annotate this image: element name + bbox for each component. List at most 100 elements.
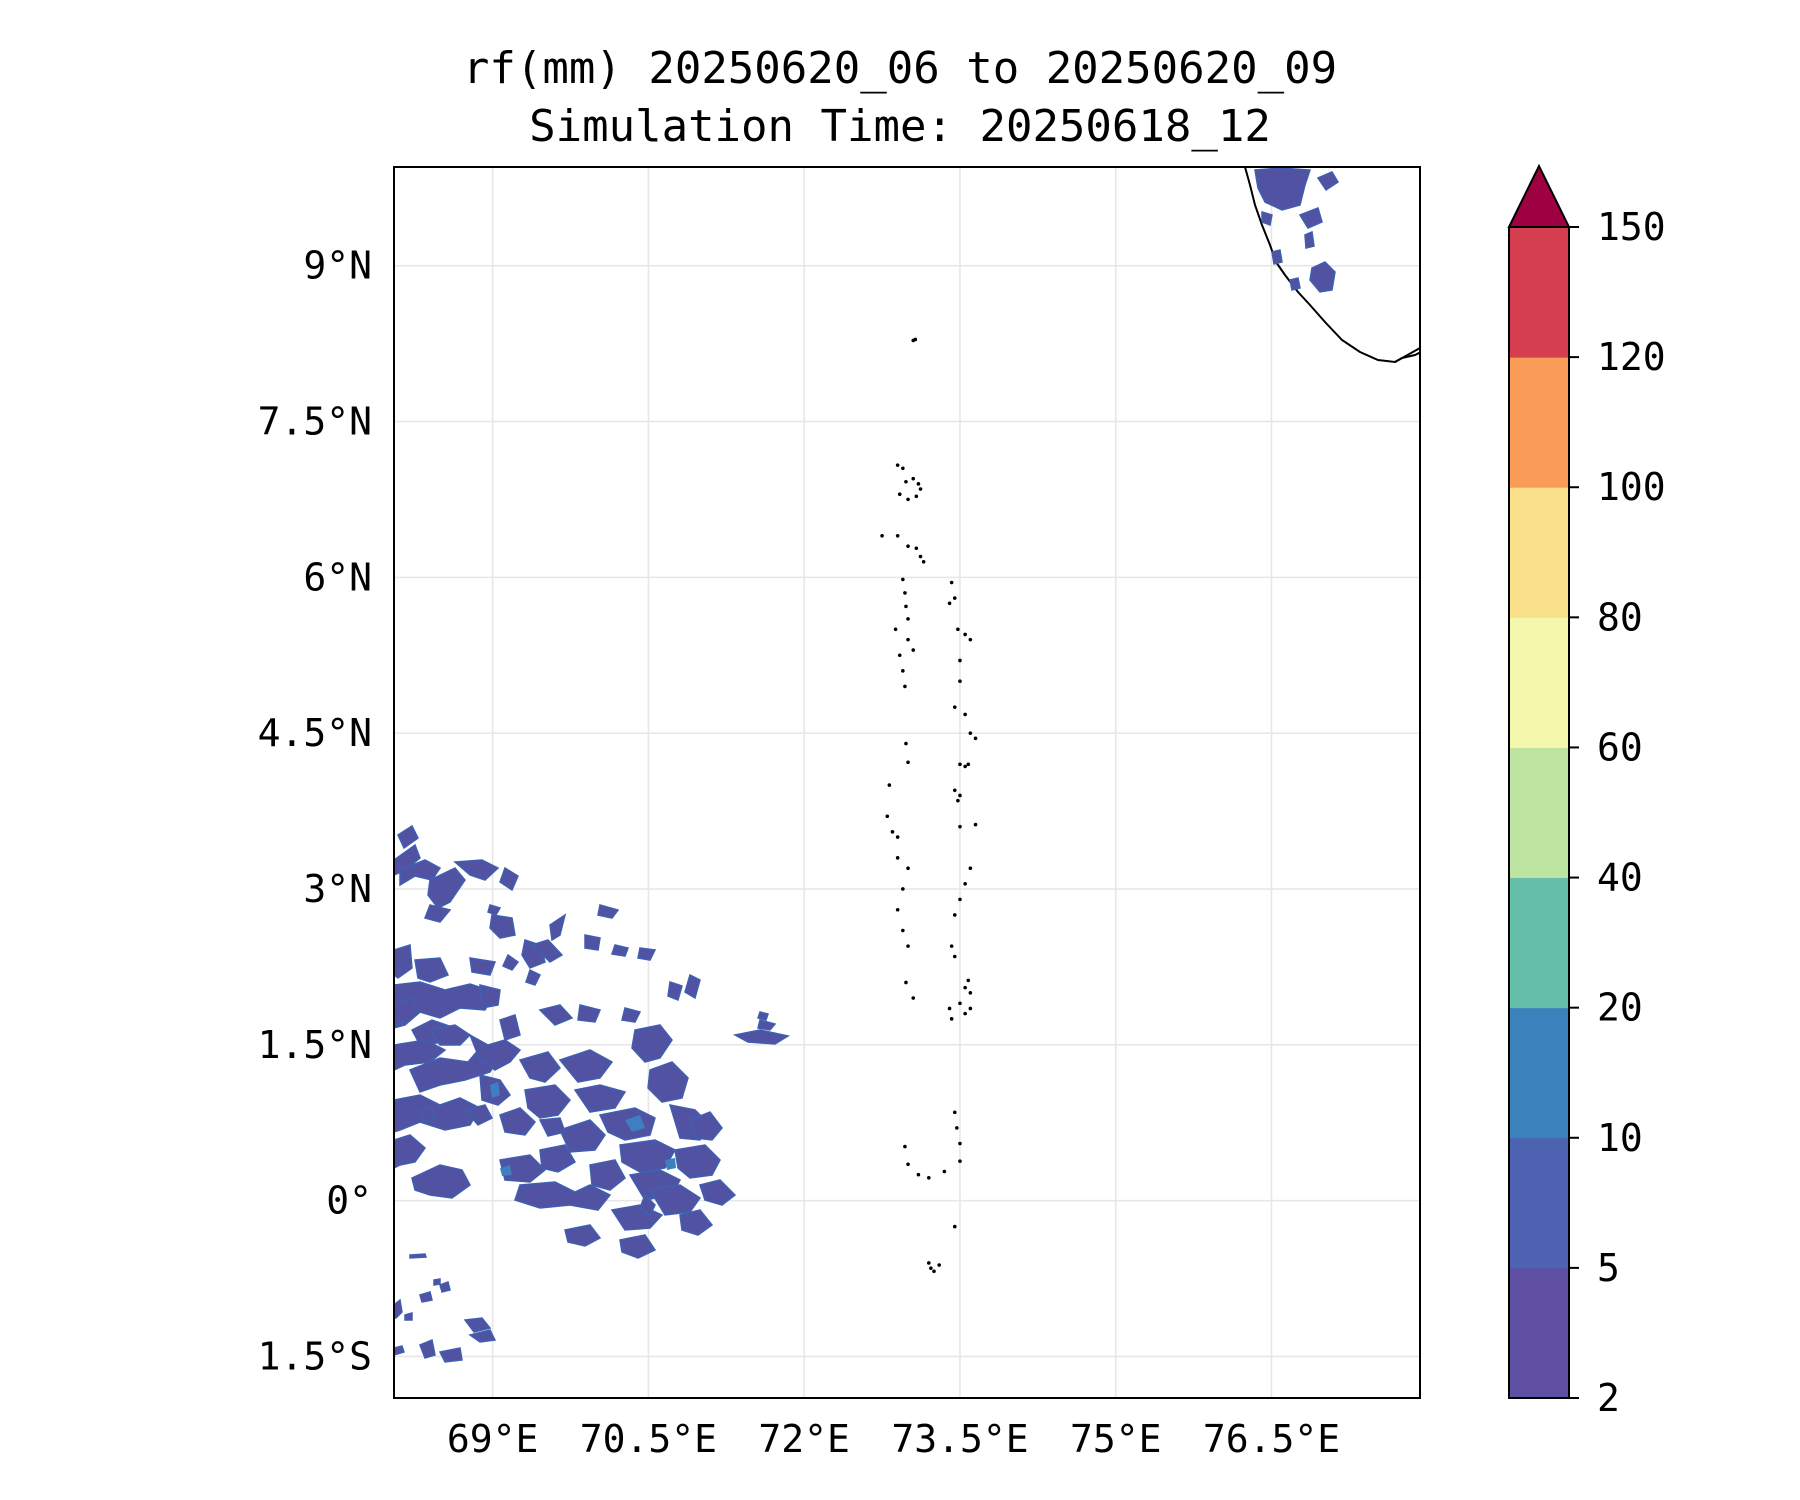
rain-patch — [419, 1291, 433, 1303]
island-dot — [895, 533, 900, 538]
rain-patch — [463, 1317, 492, 1333]
colorbar: 2 5 10 20 40 60 80 100 120 150 — [1507, 163, 1666, 1420]
island-dot — [906, 866, 910, 871]
island-dot — [963, 985, 967, 990]
colorbar-tick-label: 40 — [1597, 856, 1643, 900]
rain-patch — [648, 1184, 702, 1216]
map-content — [394, 167, 1420, 1363]
island-dot — [904, 479, 908, 484]
rain-patch — [469, 957, 497, 976]
island-dot — [958, 824, 962, 829]
island-dot — [895, 835, 900, 839]
island-dot — [880, 533, 884, 538]
rain-patch — [397, 824, 419, 850]
island-dot — [952, 1224, 957, 1229]
island-dot — [903, 591, 907, 595]
island-dot — [904, 741, 908, 746]
map-frame — [393, 166, 1421, 1399]
island-dot — [906, 544, 910, 548]
island-dot — [968, 991, 973, 995]
rain-patch — [404, 1312, 413, 1321]
rain-patch — [439, 1281, 451, 1293]
island-dot — [929, 1266, 933, 1270]
rain-patch — [499, 1154, 547, 1183]
island-dot — [968, 637, 973, 642]
island-dot — [927, 1261, 931, 1265]
rain-patch — [433, 1278, 441, 1286]
island-dot — [963, 632, 967, 637]
map-gridlines — [394, 167, 1420, 1398]
x-axis-ticks: 69°E 70.5°E 72°E 73.5°E 75°E 76.5°E — [447, 1417, 1340, 1461]
rain-patch — [610, 1204, 664, 1231]
rain-patch — [619, 1139, 677, 1173]
x-tick-label: 73.5°E — [891, 1417, 1028, 1461]
rain-patch — [539, 1144, 577, 1173]
colorbar-segment — [1509, 877, 1569, 1009]
island-dot — [949, 944, 954, 948]
island-dot — [937, 1263, 941, 1267]
rain-patch — [463, 1104, 494, 1126]
island-dot — [906, 944, 910, 948]
rain-patch — [597, 904, 620, 919]
rain-patch — [637, 947, 657, 961]
island-dot — [968, 731, 973, 735]
colorbar-tick-label: 80 — [1597, 595, 1643, 639]
island-dot — [956, 798, 960, 803]
colorbar-tick-label: 5 — [1597, 1246, 1620, 1290]
x-tick-label: 69°E — [447, 1417, 539, 1461]
island-dot — [952, 596, 957, 600]
rain-core — [665, 1158, 676, 1170]
island-dot — [887, 783, 892, 787]
rain-patch — [428, 1024, 472, 1046]
rainfall-contours — [394, 824, 790, 1363]
rain-patch — [394, 843, 421, 876]
colorbar-tick-label: 100 — [1597, 465, 1666, 509]
rain-patch — [394, 944, 413, 979]
island-dot — [903, 1144, 907, 1149]
rainfall-contours-north — [1254, 167, 1340, 293]
rain-patch — [394, 1134, 427, 1169]
colorbar-segment — [1509, 487, 1569, 618]
island-dot — [952, 788, 957, 793]
rain-patch — [577, 1004, 602, 1023]
rain-patch — [487, 904, 502, 916]
island-dot — [958, 762, 962, 767]
island-dot — [968, 1006, 973, 1011]
colorbar-segment — [1509, 357, 1569, 488]
island-dot — [911, 476, 916, 481]
island-dot — [958, 1141, 962, 1146]
rain-core — [490, 1082, 500, 1098]
colorbar-segment — [1509, 1137, 1569, 1269]
rain-patch — [674, 1144, 721, 1179]
island-dot — [949, 580, 954, 585]
colorbar-segment — [1509, 1267, 1569, 1399]
rain-patch — [699, 1179, 737, 1206]
island-dot — [947, 601, 952, 606]
rain-patch — [538, 1117, 566, 1137]
y-tick-label: 3°N — [303, 867, 372, 911]
colorbar-tick-label: 150 — [1597, 205, 1666, 249]
rain-patch — [427, 867, 466, 909]
island-dot — [952, 954, 957, 959]
island-dot — [890, 830, 895, 834]
rain-patch — [684, 973, 701, 1000]
rain-patch — [1271, 249, 1283, 265]
rain-patch — [1254, 167, 1312, 211]
rain-patch — [1316, 171, 1340, 192]
colorbar-tick-label: 120 — [1597, 335, 1666, 379]
island-dot — [966, 978, 971, 983]
rain-patch — [1289, 277, 1301, 291]
rain-patch — [525, 968, 542, 986]
rain-patch — [757, 1011, 769, 1021]
title-line-1: rf(mm) 20250620_06 to 20250620_09 — [462, 43, 1338, 94]
y-tick-label: 1.5°N — [258, 1023, 372, 1067]
rain-patch — [549, 913, 567, 942]
island-dot — [968, 866, 973, 871]
rain-patch — [424, 904, 452, 923]
rain-patch — [524, 1084, 572, 1119]
island-dot — [958, 1001, 962, 1006]
rain-patch — [394, 981, 497, 1029]
island-dot — [973, 822, 978, 827]
coastline — [1244, 167, 1420, 364]
colorbar-extend-arrow — [1507, 163, 1571, 228]
